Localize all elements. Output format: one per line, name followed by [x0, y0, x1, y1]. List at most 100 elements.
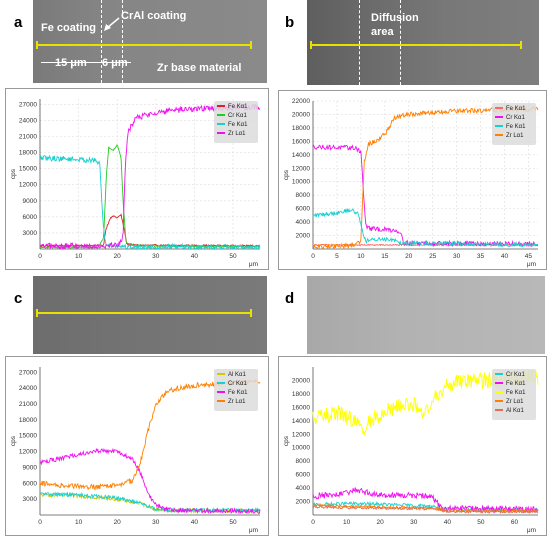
y-tick-label: 6000: [296, 206, 311, 213]
series-line-3: [39, 154, 261, 251]
chart-svg-c: 0 10 20 30 40 50 3000 6000 9000 12000 15000 18000 21…: [10, 367, 261, 534]
y-axis-label: cps: [10, 168, 17, 179]
y-tick-label: 18000: [19, 150, 37, 157]
zr-base-label: Zr base material: [157, 62, 242, 74]
x-tick-label: 40: [191, 253, 199, 260]
legend-entry: Fe Kα1: [506, 124, 526, 130]
x-tick-label: 10: [357, 253, 365, 260]
x-tick-label: 25: [429, 253, 437, 260]
x-tick-label: 10: [75, 519, 83, 526]
panel-a-chart: 0 10 20 30 40 50 3000 6000 9000 12000 15000 18000 21…: [5, 88, 269, 270]
legend-entry: Fe Kα1: [228, 390, 248, 396]
cral-thickness-label: 6 μm: [102, 57, 128, 69]
x-tick-label: 15: [381, 253, 389, 260]
legend-entry: Al Kα1: [506, 408, 524, 414]
y-tick-label: 12000: [292, 431, 310, 438]
x-tick-label: 10: [75, 253, 83, 260]
diffusion-label: Diffusion: [371, 12, 419, 24]
y-axis-label: cps: [283, 169, 290, 180]
y-tick-label: 15000: [19, 433, 37, 440]
y-tick-label: 4000: [296, 219, 311, 226]
chart-svg-d: 0 10 20 30 40 50 60 2000 4000 6000 8000 10000 12000 1…: [283, 367, 539, 534]
panel-c-chart: 0 10 20 30 40 50 3000 6000 9000 12000 15000 18000 21…: [5, 356, 269, 536]
cral-coating-label: CrAl coating: [121, 10, 187, 22]
y-tick-label: 2000: [296, 499, 311, 506]
y-axis-label: cps: [10, 435, 17, 446]
legend-entry: Fe Kα1: [506, 390, 526, 396]
x-axis-label: μm: [249, 261, 258, 268]
x-tick-label: 5: [335, 253, 339, 260]
legend-entry: Fe Kα1: [506, 106, 526, 112]
y-axis-label: cps: [283, 435, 290, 446]
legend-box: [492, 369, 536, 420]
legend-entry: Zr Lα1: [228, 399, 246, 405]
x-tick-label: 0: [311, 519, 315, 526]
y-tick-label: 14000: [292, 418, 310, 425]
y-tick-label: 24000: [19, 385, 37, 392]
y-tick-label: 18000: [19, 417, 37, 424]
y-tick-label: 12000: [292, 165, 310, 172]
y-tick-label: 9000: [23, 464, 38, 471]
y-tick-label: 12000: [19, 449, 37, 456]
x-tick-label: 60: [511, 519, 519, 526]
panel-c-sem-image: [33, 276, 267, 354]
y-tick-label: 2000: [296, 233, 311, 240]
y-tick-label: 16000: [292, 404, 310, 411]
x-axis-label: μm: [249, 527, 258, 534]
y-tick-label: 6000: [23, 214, 38, 221]
y-tick-label: 8000: [296, 458, 311, 465]
x-tick-label: 40: [501, 253, 509, 260]
series-line-3: [312, 207, 539, 248]
y-tick-label: 10000: [292, 445, 310, 452]
panel-b-letter: b: [285, 14, 295, 31]
y-tick-label: 27000: [19, 101, 37, 108]
y-tick-label: 6000: [23, 480, 38, 487]
chart-svg-a: 0 10 20 30 40 50 3000 6000 9000 12000 15000 18000 21…: [10, 99, 261, 268]
y-tick-label: 21000: [19, 401, 37, 408]
y-tick-label: 21000: [19, 134, 37, 141]
x-tick-label: 30: [453, 253, 461, 260]
legend-entry: Cr Kα1: [506, 115, 525, 121]
legend-entry: Fe Kα1: [228, 122, 248, 128]
y-tick-label: 18000: [292, 391, 310, 398]
y-tick-label: 6000: [296, 472, 311, 479]
legend-entry: Zr Lα1: [506, 133, 524, 139]
x-tick-label: 20: [377, 519, 385, 526]
series-line-2: [312, 144, 538, 248]
x-tick-label: 45: [525, 253, 533, 260]
x-tick-label: 20: [114, 519, 122, 526]
legend-entry: Fe Kα1: [506, 381, 526, 387]
x-tick-label: 0: [311, 253, 315, 260]
y-tick-label: 10000: [292, 179, 310, 186]
legend-entry: Cr Kα1: [506, 372, 525, 378]
fe-thickness-label: 15 μm: [55, 57, 87, 69]
panel-d-sem-image: [307, 276, 545, 354]
series-line-5: [312, 505, 539, 515]
x-axis-label: μm: [527, 527, 536, 534]
panel-d-chart: 0 10 20 30 40 50 60 2000 4000 6000 8000 10000 12000 1…: [278, 356, 547, 536]
series-line-2: [312, 487, 539, 514]
y-tick-label: 27000: [19, 369, 37, 376]
x-tick-label: 35: [477, 253, 485, 260]
x-tick-label: 50: [229, 253, 237, 260]
x-tick-label: 40: [444, 519, 452, 526]
y-tick-label: 3000: [23, 230, 38, 237]
area-label: area: [371, 26, 394, 38]
y-tick-label: 9000: [23, 198, 38, 205]
panel-b-chart: 0 5 10 15 20 25 30 35 40 45 2000 4000 6000 8000 10000 1…: [278, 90, 547, 270]
y-tick-label: 4000: [296, 485, 311, 492]
x-tick-label: 0: [38, 519, 42, 526]
y-tick-label: 20000: [292, 377, 310, 384]
x-tick-label: 20: [405, 253, 413, 260]
x-tick-label: 30: [152, 519, 160, 526]
x-tick-label: 40: [191, 519, 199, 526]
x-tick-label: 0: [38, 253, 42, 260]
panel-b-sem-image: Diffusion area: [307, 0, 539, 85]
fe-coating-label: Fe coating: [41, 22, 97, 34]
legend-entry: Cr Kα1: [228, 113, 247, 119]
y-tick-label: 20000: [292, 111, 310, 118]
x-tick-label: 50: [477, 519, 485, 526]
panel-a-sem-image: Fe coating CrAl coating 15 μm 6 μm Zr ba…: [33, 0, 267, 83]
y-tick-label: 12000: [19, 182, 37, 189]
x-tick-label: 20: [114, 253, 122, 260]
